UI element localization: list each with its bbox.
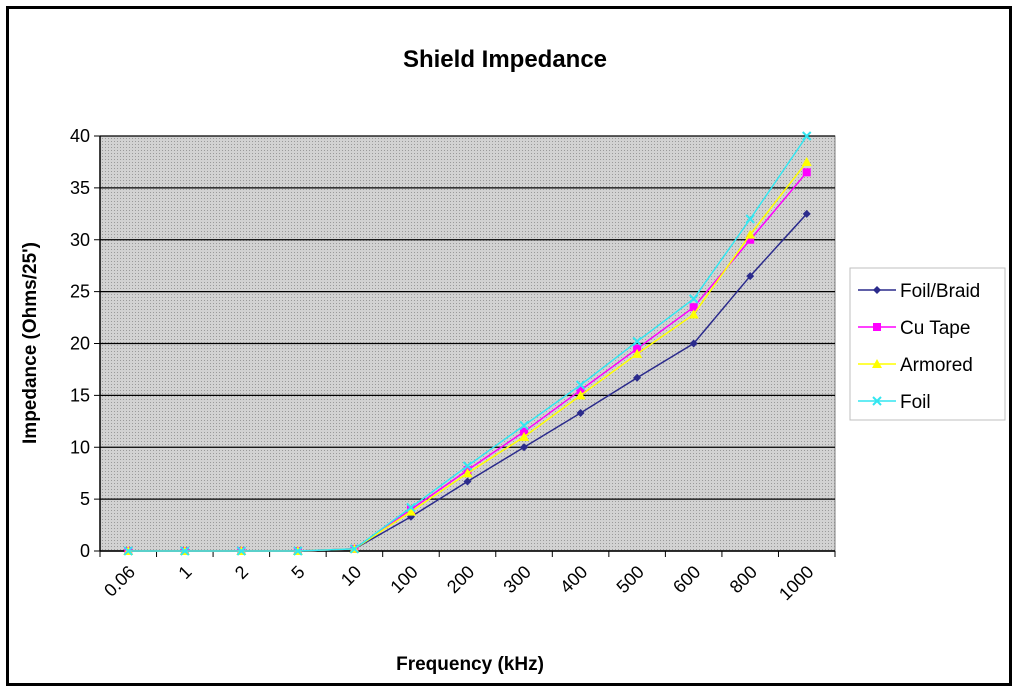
y-tick-label: 20 [70,334,90,354]
y-tick-label: 30 [70,230,90,250]
x-tick-label: 300 [499,562,534,597]
data-point [576,409,585,418]
legend-label: Cu Tape [900,318,970,339]
legend-label: Foil [900,392,931,413]
y-tick-label: 5 [80,489,90,509]
x-tick-label: 500 [613,562,648,597]
legend-item: Foil [858,392,931,413]
x-axis-title: Frequency (kHz) [396,654,544,675]
data-point [519,420,529,431]
data-point [632,336,642,347]
data-point [180,546,190,556]
data-point [802,209,811,218]
x-tick-label: 400 [556,562,591,597]
legend-item: Foil/Braid [858,281,980,302]
data-point [575,380,586,390]
data-point [802,168,811,177]
series-foil [123,131,812,556]
data-point [293,546,303,556]
x-tick-label: 2 [231,562,252,583]
legend-swatch-marker [872,359,882,368]
data-point [746,235,755,244]
legend-item: Cu Tape [858,318,970,339]
y-tick-label: 40 [70,126,90,146]
legend: Foil/Braid Cu Tape Armored Foil [849,267,1006,421]
legend-label: Armored [900,355,973,376]
data-point [462,468,473,478]
data-point [519,431,530,441]
x-tick-label: 600 [669,562,704,597]
y-tick-label: 10 [70,437,90,457]
data-point [746,272,755,281]
data-point [745,214,755,224]
data-point [236,546,247,556]
x-tick-label: 1000 [775,562,817,604]
y-axis-title: Impedance (Ohms/25') [20,242,41,444]
data-point [801,156,812,166]
data-point [632,348,643,358]
data-point [576,386,585,395]
x-axis-ticks: 0.06 1 2 5 10 100 200 300 400 500 600 800 1000 [99,551,836,604]
data-point [406,502,416,513]
data-point [349,544,360,554]
data-point [575,390,586,400]
data-point [689,303,698,312]
chart-title: Shield Impedance [403,46,607,73]
series-group [123,131,812,556]
data-point [520,427,529,436]
data-point [745,229,756,239]
data-point [688,309,699,319]
y-axis-ticks: 0 5 10 15 20 25 30 35 40 [70,126,90,561]
x-tick-label: 0.06 [100,562,139,601]
data-point [123,546,133,556]
legend-swatch-marker [872,396,882,406]
x-tick-label: 5 [287,562,308,583]
x-tick-label: 10 [337,562,365,590]
data-point [520,443,529,452]
y-tick-label: 35 [70,178,90,198]
y-tick-label: 25 [70,282,90,302]
data-point [689,339,698,348]
data-point [802,131,812,141]
legend-label: Foil/Braid [900,281,980,302]
gridlines [94,135,835,552]
data-point [463,477,472,486]
data-point [462,461,473,471]
data-point [688,294,699,304]
data-point [633,373,642,382]
legend-swatch-marker [873,323,881,331]
y-tick-label: 15 [70,385,90,405]
legend-swatch-marker [873,286,881,294]
y-tick-label: 0 [80,541,90,561]
data-point [633,344,642,353]
x-tick-label: 100 [386,562,421,597]
x-tick-label: 800 [726,562,761,597]
legend-item: Armored [858,355,973,376]
x-tick-label: 1 [174,562,195,583]
x-tick-label: 200 [443,562,478,597]
data-point [405,506,416,516]
legend-box [849,267,1006,421]
